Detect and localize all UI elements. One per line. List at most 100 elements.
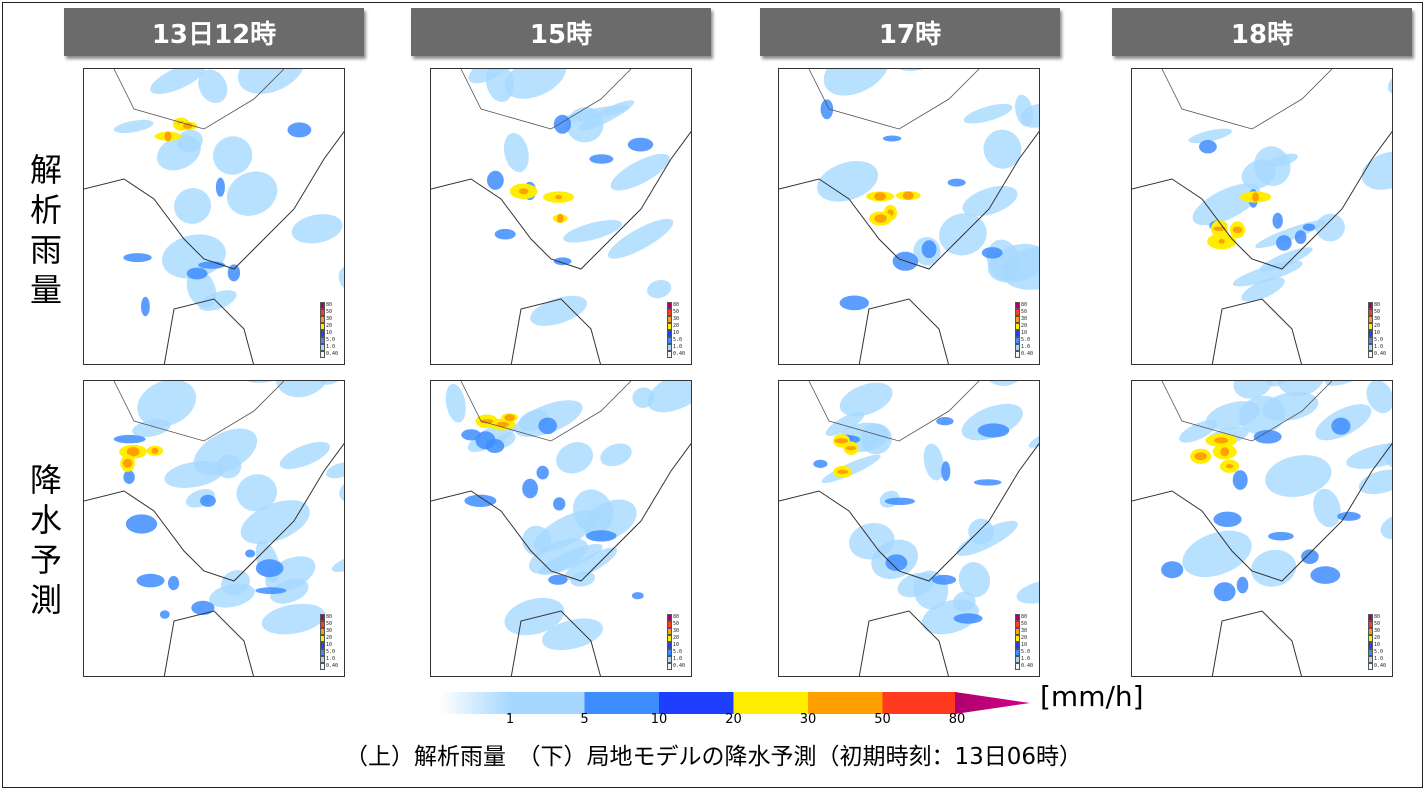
- rain-area-moderate: [1199, 140, 1217, 154]
- rain-area-intense: [126, 447, 140, 457]
- rain-area-light: [608, 218, 674, 259]
- prefecture-boundary: [460, 381, 632, 442]
- rain-area-moderate: [947, 178, 966, 187]
- rain-area-intense: [874, 192, 887, 201]
- scale-segment-20: [733, 692, 808, 714]
- legend-swatch: [667, 344, 672, 351]
- rain-area-intense: [874, 214, 887, 223]
- legend-swatch: [1015, 621, 1020, 628]
- panel-legend: 80 50 30 20 10 5.0 1.0 0.40: [320, 614, 338, 670]
- panel-legend: 80 50 30 20 10 5.0 1.0 0.40: [667, 302, 685, 358]
- rain-area-moderate: [953, 613, 983, 624]
- rain-area-light: [326, 462, 344, 479]
- rain-area-moderate: [1268, 531, 1294, 541]
- legend-label: 10: [1374, 330, 1381, 336]
- rain-area-moderate: [1294, 230, 1307, 245]
- legend-swatch: [667, 635, 672, 642]
- rain-area-moderate: [553, 257, 572, 266]
- legend-label: 20: [326, 323, 333, 329]
- rain-area-moderate: [287, 122, 312, 138]
- rain-area-light: [839, 382, 893, 417]
- prefecture-boundary: [1161, 381, 1333, 442]
- legend-swatch: [1368, 642, 1373, 649]
- rain-area-moderate: [198, 261, 226, 269]
- peninsula-outline: [858, 610, 949, 676]
- legend-label: 30: [1021, 628, 1028, 634]
- legend-swatch: [1015, 628, 1020, 635]
- legend-swatch: [1368, 309, 1373, 316]
- rain-area-light: [226, 171, 278, 216]
- legend-swatch: [667, 316, 672, 323]
- rain-area-intense: [1252, 192, 1259, 202]
- panel-legend: 80 50 30 20 10 5.0 1.0 0.40: [1015, 614, 1033, 670]
- rain-area-light: [213, 136, 253, 175]
- rain-area-intense: [836, 469, 849, 474]
- scale-tick-label: 80: [948, 712, 966, 727]
- legend-swatch: [667, 663, 672, 670]
- rain-area-light: [1205, 401, 1261, 430]
- rain-area-light: [279, 441, 331, 470]
- coastline: [779, 442, 1039, 582]
- rain-area-moderate: [123, 253, 152, 263]
- legend-swatch: [1368, 351, 1373, 358]
- rain-area-moderate: [1161, 561, 1184, 579]
- rain-area-moderate: [125, 514, 158, 534]
- scale-tick-label: 20: [725, 712, 742, 727]
- rain-area-intense: [1214, 437, 1229, 444]
- rain-area-moderate: [820, 99, 834, 120]
- legend-label: 5.0: [1021, 337, 1031, 343]
- rain-area-light: [198, 69, 228, 103]
- rain-area-light: [530, 295, 587, 326]
- scale-tick-label: 30: [799, 712, 817, 727]
- panel-legend: 80 50 30 20 10 5.0 1.0 0.40: [667, 614, 685, 670]
- legend-swatch: [667, 656, 672, 663]
- rain-area-light: [542, 618, 603, 651]
- color-scale-bar: [440, 686, 1040, 726]
- legend-label: 20: [673, 635, 680, 641]
- rain-area-moderate: [813, 459, 828, 468]
- rain-area-light: [186, 269, 217, 309]
- rain-area-light: [150, 69, 206, 94]
- legend-swatch: [1015, 302, 1020, 309]
- panel-legend: 80 50 30 20 10 5.0 1.0 0.40: [320, 302, 338, 358]
- legend-swatch: [1015, 344, 1020, 351]
- rain-area-light: [275, 381, 332, 398]
- rain-area-moderate: [1236, 576, 1249, 594]
- scale-tick-label: 1: [505, 712, 515, 727]
- rain-area-moderate: [123, 470, 135, 484]
- legend-swatch: [667, 614, 672, 621]
- rain-area-moderate: [522, 478, 538, 499]
- scale-segment-50: [882, 692, 957, 714]
- rain-area-intense: [1220, 447, 1230, 457]
- legend-swatch: [667, 649, 672, 656]
- legend-label: 1.0: [1374, 344, 1384, 350]
- legend-label: 50: [326, 621, 333, 627]
- rain-area-light: [647, 279, 672, 299]
- rain-area-moderate: [485, 439, 505, 453]
- rain-area-moderate: [464, 494, 497, 507]
- legend-label: 80: [673, 614, 680, 620]
- rain-area-light: [503, 132, 529, 173]
- rain-area-moderate: [553, 497, 566, 511]
- legend-swatch: [1015, 316, 1020, 323]
- rain-area-moderate: [255, 587, 287, 594]
- rain-area-light: [1380, 513, 1392, 540]
- legend-swatch: [1015, 351, 1020, 358]
- rain-area-intense: [1218, 239, 1225, 244]
- legend-swatch: [1368, 614, 1373, 621]
- rain-area-light: [980, 381, 1028, 387]
- peninsula-outline: [1211, 298, 1302, 364]
- rain-area-moderate: [168, 576, 180, 591]
- legend-label: 5.0: [1021, 649, 1031, 655]
- rain-area-intense: [557, 213, 564, 223]
- legend-swatch: [667, 302, 672, 309]
- rain-area-moderate: [227, 264, 241, 282]
- legend-label: 0.40: [672, 663, 685, 669]
- rain-area-light: [952, 591, 976, 612]
- rain-area-light: [600, 443, 632, 467]
- rain-area-light: [1277, 381, 1326, 397]
- legend-label: 30: [673, 316, 680, 322]
- legend-label: 1.0: [1021, 656, 1031, 662]
- legend-swatch: [1015, 323, 1020, 330]
